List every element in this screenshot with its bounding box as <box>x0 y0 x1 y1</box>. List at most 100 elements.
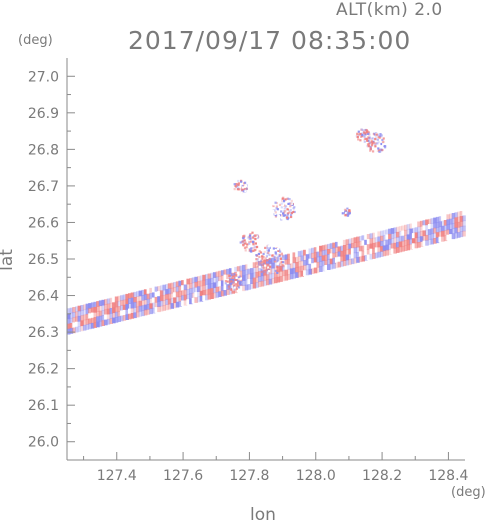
echo-cell <box>361 134 364 137</box>
band-cell <box>372 253 376 259</box>
band-cell <box>239 270 243 277</box>
echo-cell <box>344 210 347 213</box>
band-cell <box>250 268 254 274</box>
band-cell <box>374 252 379 259</box>
band-cell <box>454 232 458 239</box>
band-cell <box>327 254 331 260</box>
echo-cell <box>245 246 248 249</box>
echo-cell <box>264 258 267 261</box>
band-cell <box>369 238 373 245</box>
band-cell <box>316 267 320 273</box>
band-cell <box>82 314 87 321</box>
band-cell <box>101 299 105 306</box>
band-cell <box>411 243 416 249</box>
band-cell <box>149 303 153 309</box>
echo-cell <box>364 132 367 135</box>
band-cell <box>112 297 116 303</box>
echo-cell <box>252 237 255 240</box>
band-cell <box>462 220 466 227</box>
echo-cell <box>368 133 371 136</box>
echo-cell <box>283 207 286 210</box>
y-tick-label: 27.0 <box>28 69 59 85</box>
echo-cell <box>263 270 266 273</box>
echo-cell <box>228 284 231 287</box>
echo-cell <box>347 213 350 216</box>
band-cell <box>175 286 180 293</box>
band-cell <box>350 243 355 249</box>
band-cell <box>398 241 403 248</box>
band-cell <box>438 236 442 243</box>
band-cell <box>364 234 368 241</box>
band-cell <box>268 268 273 275</box>
band-cell <box>154 302 159 308</box>
echo-cell <box>249 237 252 240</box>
band-cell <box>319 251 323 257</box>
band-cell <box>170 292 174 299</box>
band-cell <box>175 301 180 308</box>
band-cell <box>167 288 172 295</box>
band-cell <box>361 255 365 262</box>
echo-cell <box>237 279 240 282</box>
echo-cell <box>237 286 241 289</box>
band-cell <box>186 283 190 290</box>
band-cell <box>289 253 294 259</box>
band-cell <box>247 279 251 285</box>
band-cell <box>398 236 403 242</box>
band-cell <box>128 313 132 320</box>
echo-cell <box>280 210 283 213</box>
band-cell <box>189 293 193 300</box>
echo-cell <box>369 141 372 144</box>
band-cell <box>340 255 344 262</box>
band-cell <box>276 276 281 283</box>
band-cell <box>406 239 411 246</box>
band-cell <box>451 218 456 224</box>
band-cell <box>154 296 159 303</box>
echo-cell <box>254 234 257 237</box>
echo-cell <box>243 246 247 250</box>
echo-cell <box>286 217 289 220</box>
band-cell <box>242 264 246 271</box>
band-cell <box>236 286 241 293</box>
band-cell <box>374 247 379 254</box>
band-cell <box>114 311 119 318</box>
band-cell <box>340 250 344 257</box>
band-cell <box>189 298 193 305</box>
echo-cell <box>250 240 253 243</box>
band-cell <box>141 295 145 301</box>
band-cell <box>122 304 127 311</box>
band-cell <box>348 248 352 255</box>
band-cell <box>77 315 82 322</box>
band-cell <box>441 215 445 222</box>
band-cell <box>75 316 79 323</box>
band-cell <box>236 266 241 272</box>
band-cell <box>388 233 392 240</box>
band-cell <box>122 309 127 316</box>
echo-cell <box>384 146 387 149</box>
band-cell <box>136 311 140 318</box>
band-cell <box>228 268 233 274</box>
echo-cell <box>267 251 270 254</box>
band-cell <box>159 300 164 307</box>
band-cell <box>329 243 334 249</box>
echo-cell <box>247 236 250 239</box>
band-cell <box>459 231 464 238</box>
band-cell <box>289 273 294 280</box>
band-cell <box>205 279 209 285</box>
band-cell <box>401 230 405 237</box>
echo-cell <box>265 255 268 258</box>
echo-cell <box>252 249 255 252</box>
band-cell <box>255 271 259 278</box>
echo-clusters <box>224 128 387 291</box>
echo-cell <box>372 141 375 144</box>
echo-cell <box>247 249 251 252</box>
echo-cell <box>275 202 278 205</box>
band-cell <box>369 243 373 250</box>
band-cell <box>446 234 450 241</box>
band-cell <box>406 229 411 235</box>
band-cell <box>159 295 164 302</box>
band-cell <box>274 272 278 279</box>
echo-cell <box>272 204 275 208</box>
echo-cell <box>281 199 284 202</box>
band-cell <box>287 258 291 265</box>
echo-cell <box>235 183 238 186</box>
